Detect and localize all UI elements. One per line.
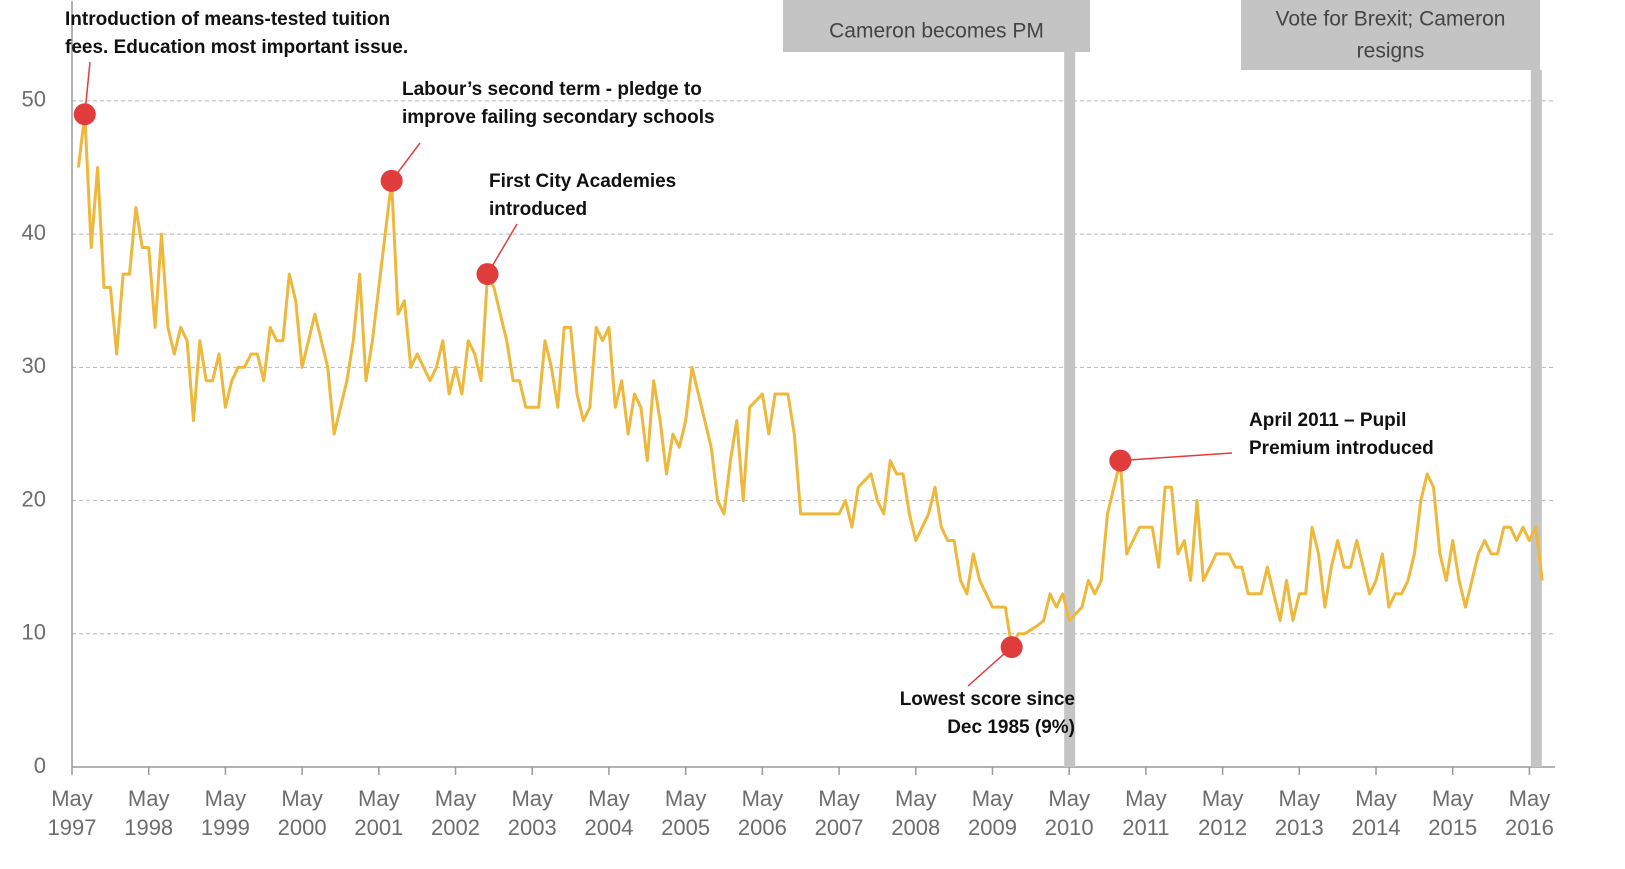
- annotation-text: First City Academies: [489, 171, 676, 192]
- data-line: [76, 112, 1544, 649]
- x-tick-label: May 2002: [431, 786, 480, 840]
- annotation-leader: [1120, 452, 1233, 462]
- annotation-text: Lowest score since: [900, 689, 1075, 710]
- annotation-dot: [1109, 449, 1132, 472]
- event-label: Vote for Brexit; Cameron: [1276, 8, 1506, 31]
- x-tick-label: May 2015: [1428, 786, 1477, 840]
- event-bar: [1064, 52, 1076, 767]
- x-tick-label: May 2001: [354, 786, 403, 840]
- x-tick-label: May 2016: [1505, 786, 1554, 840]
- y-tick-label: 50: [22, 87, 46, 112]
- x-tick-label: May 2010: [1045, 786, 1094, 840]
- x-tick-label: May 2008: [891, 786, 940, 840]
- event-bar: [1530, 70, 1542, 767]
- y-tick-label: 20: [22, 486, 46, 511]
- y-tick-label: 30: [22, 353, 46, 378]
- annotation-text: Premium introduced: [1249, 438, 1434, 459]
- x-tick-label: May 2000: [278, 786, 327, 840]
- x-tick-label: May 2011: [1122, 786, 1169, 840]
- annotation-dot: [476, 263, 499, 286]
- event-label: resigns: [1357, 40, 1425, 63]
- x-tick-label: May 2013: [1275, 786, 1324, 840]
- annotation-text: April 2011 – Pupil: [1249, 410, 1406, 431]
- y-tick-label: 40: [22, 220, 46, 245]
- x-tick-label: May 1999: [201, 786, 250, 840]
- annotation-text: Dec 1985 (9%): [947, 717, 1075, 738]
- event-label: Cameron becomes PM: [829, 20, 1044, 43]
- x-tick-label: May 2005: [661, 786, 710, 840]
- x-tick-label: May 2004: [584, 786, 633, 840]
- annotation-dot: [380, 169, 403, 192]
- event-box: [1241, 0, 1540, 70]
- annotation-text: fees. Education most important issue.: [65, 37, 408, 58]
- y-tick-label: 10: [22, 620, 46, 645]
- x-tick-label: May 2009: [968, 786, 1017, 840]
- annotation-text: Labour’s second term - pledge to: [402, 79, 702, 100]
- annotation-text: Introduction of means-tested tuition: [65, 9, 390, 30]
- x-tick-label: May 2006: [738, 786, 787, 840]
- x-tick-label: May 1997: [48, 786, 97, 840]
- y-tick-label: 0: [34, 753, 46, 778]
- event-box: [783, 0, 1090, 52]
- x-tick-label: May 2014: [1352, 786, 1401, 840]
- annotation-dot: [73, 103, 96, 126]
- x-tick-label: May 2012: [1198, 786, 1247, 840]
- annotation-dot: [1000, 636, 1023, 659]
- annotation-text: improve failing secondary schools: [402, 107, 715, 128]
- x-tick-label: May 1998: [124, 786, 173, 840]
- annotation-text: introduced: [489, 199, 587, 220]
- x-tick-label: May 2003: [508, 786, 557, 840]
- x-tick-label: May 2007: [815, 786, 864, 840]
